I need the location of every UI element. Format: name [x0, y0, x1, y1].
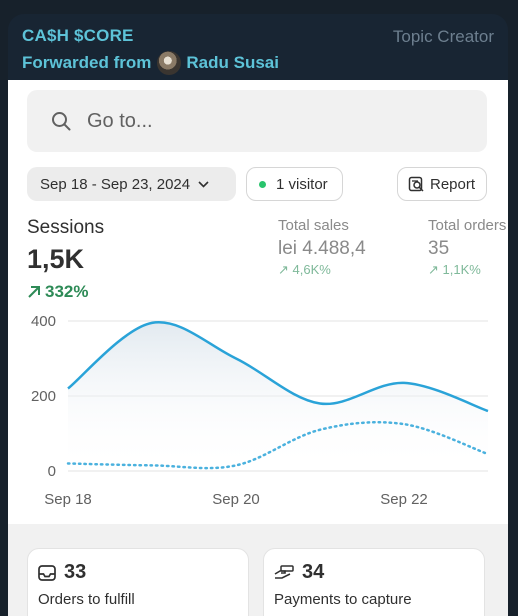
channel-name[interactable]: CA$H $CORE: [22, 26, 134, 45]
x-tick-label: Sep 20: [212, 491, 260, 508]
date-range-picker[interactable]: Sep 18 - Sep 23, 2024: [27, 167, 236, 201]
orders-to-fulfill-count: 33: [38, 561, 86, 584]
series-line-current: [67, 321, 489, 413]
inbox-icon: [38, 564, 56, 581]
payments-to-capture-count: 34: [274, 561, 324, 584]
author-role: Topic Creator: [392, 27, 494, 46]
visitors-label: 1 visitor: [276, 175, 328, 193]
tasks-section: 33 Orders to fulfill 34 Payments to capt…: [8, 524, 508, 616]
sessions-chart: 0 200 400 Sep 18 Sep 20 Sep 22: [31, 313, 490, 508]
forwarded-author[interactable]: Radu Susai: [186, 53, 279, 72]
sessions-change-value: 332%: [45, 282, 89, 301]
orders-count-value: 33: [64, 561, 87, 583]
chevron-down-icon: [198, 180, 209, 188]
payments-count-value: 34: [302, 561, 325, 583]
avatar: [157, 51, 182, 75]
total-sales-change-value: 4,6K%: [292, 262, 331, 277]
search-icon: [52, 112, 71, 131]
forwarded-prefix: Forwarded from: [22, 53, 152, 72]
message-header: CA$H $CORE Topic Creator Forwarded from …: [8, 14, 508, 80]
forwarded-from[interactable]: Forwarded from Radu Susai: [22, 51, 279, 75]
search-bar[interactable]: Go to...: [27, 90, 487, 152]
arrow-up-right-icon: ↗: [278, 262, 293, 277]
y-tick-label: 200: [31, 388, 56, 405]
payments-to-capture-label: Payments to capture: [274, 591, 412, 608]
arrow-up-right-icon: [28, 286, 40, 298]
total-sales-change: ↗ 4,6K%: [278, 262, 331, 278]
report-label: Report: [430, 175, 476, 193]
arrow-up-right-icon: ↗: [428, 262, 443, 277]
total-sales-label[interactable]: Total sales: [278, 217, 349, 234]
sessions-value: 1,5K: [27, 244, 85, 274]
sessions-change: 332%: [27, 282, 88, 302]
hand-money-icon: [274, 564, 294, 579]
search-placeholder: Go to...: [87, 109, 153, 132]
y-tick-label: 400: [31, 313, 56, 330]
analytics-screenshot: Go to... Sep 18 - Sep 23, 2024 1 visitor…: [8, 80, 508, 616]
series-line-comparison: [66, 420, 490, 470]
x-tick-label: Sep 22: [380, 491, 428, 508]
total-orders-value: 35: [428, 238, 450, 259]
total-orders-label[interactable]: Total orders: [428, 217, 507, 234]
live-visitors-button[interactable]: 1 visitor: [246, 167, 343, 201]
total-orders-change-value: 1,1K%: [442, 262, 481, 277]
report-icon: [408, 176, 424, 192]
date-range-label: Sep 18 - Sep 23, 2024: [40, 175, 191, 193]
payments-to-capture-card[interactable]: 34 Payments to capture: [263, 548, 485, 616]
series-area: [68, 322, 488, 471]
y-tick-label: 0: [48, 463, 56, 480]
report-button[interactable]: Report: [397, 167, 487, 201]
live-dot-icon: [259, 180, 266, 188]
total-orders-change: ↗ 1,1K%: [428, 262, 481, 278]
total-sales-value: lei 4.488,4: [278, 238, 366, 259]
x-tick-label: Sep 18: [44, 491, 92, 508]
sessions-label[interactable]: Sessions: [27, 217, 105, 238]
orders-to-fulfill-label: Orders to fulfill: [38, 591, 135, 608]
orders-to-fulfill-card[interactable]: 33 Orders to fulfill: [27, 548, 249, 616]
